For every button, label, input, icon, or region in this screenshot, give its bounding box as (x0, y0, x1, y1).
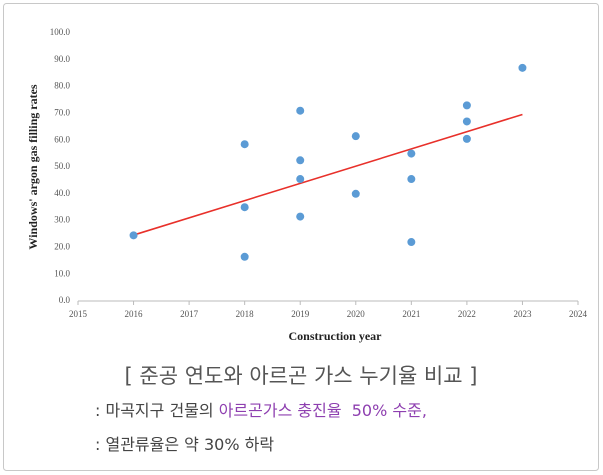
point (462, 134, 471, 143)
point (407, 175, 416, 184)
point (296, 156, 305, 165)
y-axis-label: Windows' argon gas filling rates (26, 84, 40, 249)
y-tick-label: 0.0 (59, 295, 71, 305)
caption-line: : 마곡지구 건물의 아르곤가스 충진율 50% 수준, (95, 401, 427, 420)
point (240, 140, 249, 149)
point (462, 117, 471, 126)
caption-highlight: 아르곤가스 충진율 (219, 401, 342, 420)
caption-title: [ 준공 연도와 아르곤 가스 누기율 비교 ] (125, 364, 478, 388)
point (407, 238, 416, 247)
y-tick-label: 30.0 (54, 215, 70, 225)
y-tick-label: 90.0 (54, 54, 70, 64)
y-tick-label: 50.0 (54, 161, 70, 171)
point (129, 231, 138, 240)
x-tick-label: 2024 (569, 309, 588, 319)
point (240, 203, 249, 212)
x-tick-label: 2018 (236, 309, 255, 319)
point (407, 149, 416, 158)
trendline (133, 113, 523, 236)
point (351, 132, 360, 141)
point (462, 101, 471, 110)
card-border (3, 3, 599, 471)
point (240, 252, 249, 261)
point (296, 212, 305, 221)
point (351, 189, 360, 198)
y-tick-label: 10.0 (54, 268, 70, 278)
point (518, 63, 527, 72)
caption-line: : 열관류율은 약 30% 하락 (95, 435, 274, 454)
y-tick-label: 40.0 (54, 188, 70, 198)
y-tick-label: 70.0 (54, 107, 70, 117)
x-tick-label: 2022 (458, 309, 476, 319)
point (296, 175, 305, 184)
x-tick-label: 2021 (402, 309, 420, 319)
caption-text: : 마곡지구 건물의 (95, 401, 219, 420)
y-tick-label: 60.0 (54, 134, 70, 144)
x-tick-label: 2019 (291, 309, 310, 319)
x-tick-label: 2020 (347, 309, 366, 319)
x-tick-label: 2023 (513, 309, 532, 319)
x-tick-label: 2015 (69, 309, 88, 319)
y-tick-label: 80.0 (54, 81, 70, 91)
y-tick-label: 20.0 (54, 241, 70, 251)
x-tick-label: 2016 (125, 309, 144, 319)
caption-text: 50% 수준, (342, 401, 427, 420)
point (296, 106, 305, 115)
x-axis-label: Construction year (289, 329, 383, 343)
x-tick-label: 2017 (180, 309, 199, 319)
y-tick-label: 100.0 (50, 27, 71, 37)
